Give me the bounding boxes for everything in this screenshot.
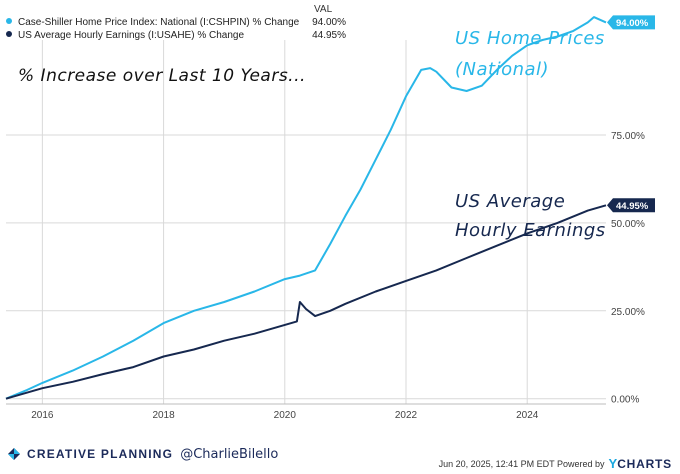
x-tick-label: 2024 <box>516 410 539 421</box>
legend-dot-earnings-icon <box>6 31 12 38</box>
legend-value: 94.00% <box>312 17 346 28</box>
y-tick-label: 50.00% <box>611 219 645 230</box>
twitter-handle[interactable]: @CharlieBilello <box>180 446 279 462</box>
legend-header: VAL <box>314 4 333 15</box>
legend-item-home[interactable]: Case-Shiller Home Price Index: National … <box>6 16 346 29</box>
earnings-annotation-line1: US Average <box>455 191 566 212</box>
x-tick-label: 2020 <box>274 410 297 421</box>
ycharts-logo-icon[interactable]: Y <box>608 456 618 471</box>
home-price-series-line <box>5 16 607 400</box>
end-value-flag <box>607 15 655 30</box>
earnings-end-value-label: 44.95% <box>616 201 649 212</box>
x-tick-label: 2018 <box>152 410 175 421</box>
ycharts-wordmark[interactable]: CHARTS <box>617 456 672 471</box>
y-tick-label: 0.00% <box>611 395 639 406</box>
legend-name: US Average Hourly Earnings (I:USAHE) % C… <box>18 30 245 41</box>
x-tick-label: 2022 <box>395 410 418 421</box>
legend-name: Case-Shiller Home Price Index: National … <box>18 17 300 28</box>
earnings-annotation-line2: Hourly Earnings <box>455 220 606 241</box>
end-value-flag <box>607 198 655 213</box>
footer-brand: CREATIVE PLANNING @CharlieBilello <box>6 444 278 464</box>
home-annotation-line1: US Home Prices <box>455 28 605 49</box>
y-tick-label: 25.00% <box>611 307 645 318</box>
brand-name: CREATIVE PLANNING <box>27 447 174 461</box>
chart-subtitle: % Increase over Last 10 Years... <box>18 66 306 86</box>
legend-item-earnings[interactable]: US Average Hourly Earnings (I:USAHE) % C… <box>6 29 346 42</box>
x-tick-label: 2016 <box>31 410 54 421</box>
home-annotation-line2: (National) <box>455 59 550 80</box>
creative-planning-logo-icon <box>8 448 20 460</box>
earnings-series-line <box>5 204 607 400</box>
home-end-value-label: 94.00% <box>616 18 649 29</box>
legend-value: 44.95% <box>312 30 346 41</box>
y-tick-label: 75.00% <box>611 131 645 142</box>
timestamp: Jun 20, 2025, 12:41 PM EDT Powered by <box>438 458 605 469</box>
legend-dot-home-icon <box>6 18 12 25</box>
